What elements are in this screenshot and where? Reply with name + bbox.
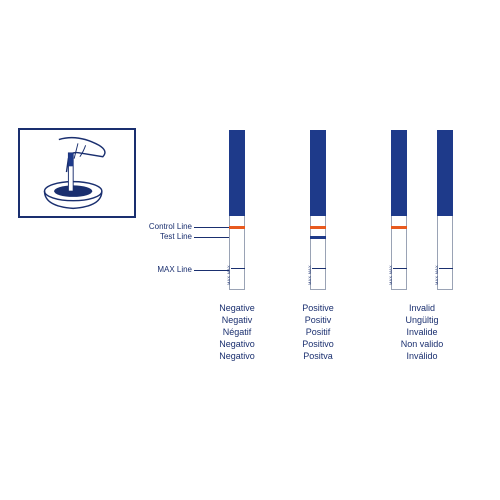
strip-handle xyxy=(229,130,245,216)
caption-line: Positif xyxy=(278,326,358,338)
usage-illustration xyxy=(20,130,134,216)
caption-line: Invalide xyxy=(382,326,462,338)
label-max-line: MAX Line xyxy=(140,265,192,274)
caption-line: Positiv xyxy=(278,314,358,326)
caption-line: Negativo xyxy=(197,350,277,362)
strip-handle xyxy=(437,130,453,216)
strip-window: MAX MAX xyxy=(437,216,453,290)
usage-illustration-frame xyxy=(18,128,136,218)
caption-line: Positva xyxy=(278,350,358,362)
caption-line: Positive xyxy=(278,302,358,314)
caption-invalid-b: InvalidUngültigInvalideNon validoInválid… xyxy=(382,302,462,362)
lead-line-test xyxy=(194,237,229,238)
label-control-line: Control Line xyxy=(140,222,192,231)
caption-line: Negativ xyxy=(197,314,277,326)
caption-negative: NegativeNegativNégatifNegativoNegativo xyxy=(197,302,277,362)
caption-line: Non valido xyxy=(382,338,462,350)
lead-line-max xyxy=(194,270,229,271)
caption-line: Invalid xyxy=(382,302,462,314)
band-test xyxy=(310,236,326,239)
caption-line: Ungültig xyxy=(382,314,462,326)
caption-line: Positivo xyxy=(278,338,358,350)
strip-max-text: MAX MAX xyxy=(435,215,439,285)
caption-line: Negative xyxy=(197,302,277,314)
test-strip-invalid-a: MAX MAX xyxy=(391,130,407,290)
strip-max-tick xyxy=(393,268,407,269)
band-control xyxy=(310,226,326,229)
band-control xyxy=(391,226,407,229)
band-control xyxy=(229,226,245,229)
lead-line-control xyxy=(194,227,229,228)
strip-handle xyxy=(391,130,407,216)
caption-positive: PositivePositivPositifPositivoPositva xyxy=(278,302,358,362)
label-test-line: Test Line xyxy=(140,232,192,241)
strip-max-tick xyxy=(231,268,245,269)
strip-max-tick xyxy=(312,268,326,269)
caption-line: Négatif xyxy=(197,326,277,338)
test-strip-positive: MAX MAX xyxy=(310,130,326,290)
caption-line: Inválido xyxy=(382,350,462,362)
test-strip-negative: MAX MAX xyxy=(229,130,245,290)
strip-handle xyxy=(310,130,326,216)
test-strip-invalid-b: MAX MAX xyxy=(437,130,453,290)
diagram-canvas: Control Line Test Line MAX Line MAX MAX N… xyxy=(0,0,500,500)
strip-max-tick xyxy=(439,268,453,269)
caption-line: Negativo xyxy=(197,338,277,350)
